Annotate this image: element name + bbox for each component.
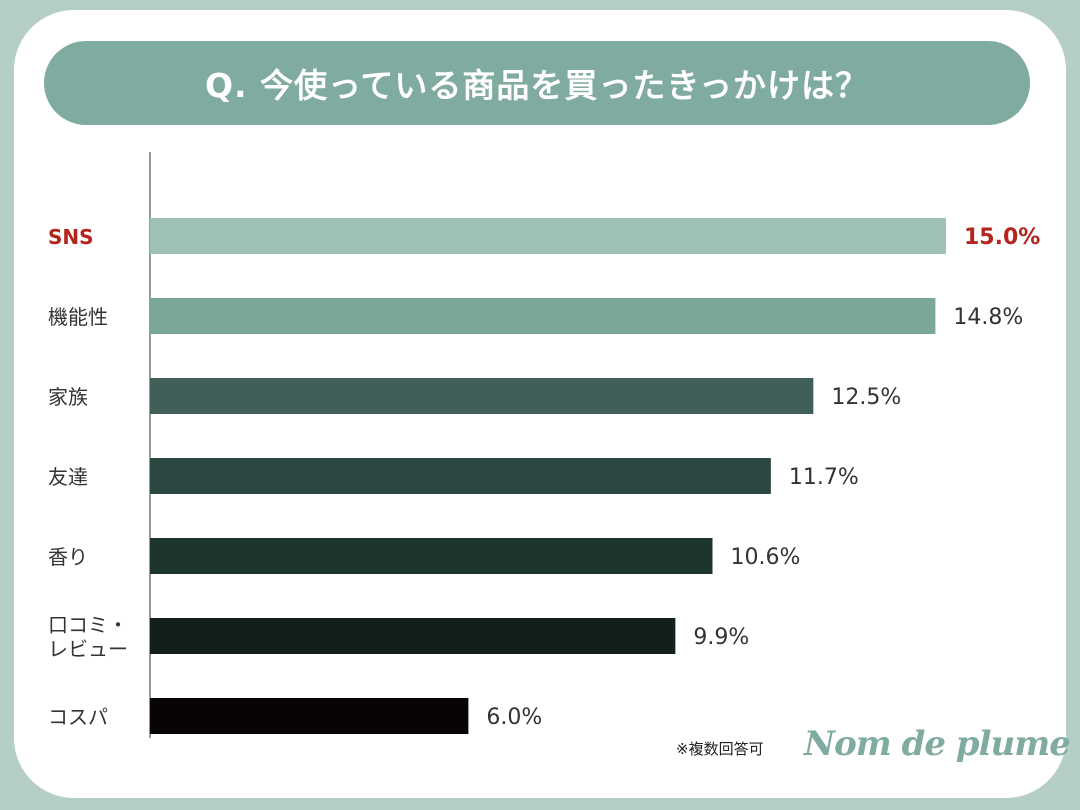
category-label: SNS	[48, 225, 94, 249]
category-label: 機能性	[48, 305, 108, 329]
chart-title: Q. 今使っている商品を買ったきっかけは？	[44, 41, 1030, 125]
category-label: 家族	[48, 385, 88, 409]
value-label: 14.8%	[953, 305, 1023, 330]
value-label: 10.6%	[731, 545, 801, 570]
bar	[150, 698, 469, 734]
category-label: 口コミ・	[48, 613, 128, 637]
value-label: 6.0%	[486, 705, 542, 730]
multiple-answer-note: ※複数回答可	[676, 740, 764, 758]
bar	[150, 298, 936, 334]
value-label: 15.0%	[964, 225, 1040, 250]
brand-logo: Nom de plume	[804, 724, 1071, 764]
bar	[150, 378, 814, 414]
value-label: 12.5%	[831, 385, 901, 410]
category-label: 友達	[48, 465, 88, 489]
bar	[150, 538, 713, 574]
category-label: 香り	[48, 545, 88, 569]
category-label: レビュー	[48, 637, 128, 661]
bar	[150, 458, 771, 494]
bar	[150, 618, 676, 654]
bar	[150, 218, 946, 254]
category-label: コスパ	[48, 705, 108, 729]
value-label: 9.9%	[693, 625, 749, 650]
value-label: 11.7%	[789, 465, 859, 490]
